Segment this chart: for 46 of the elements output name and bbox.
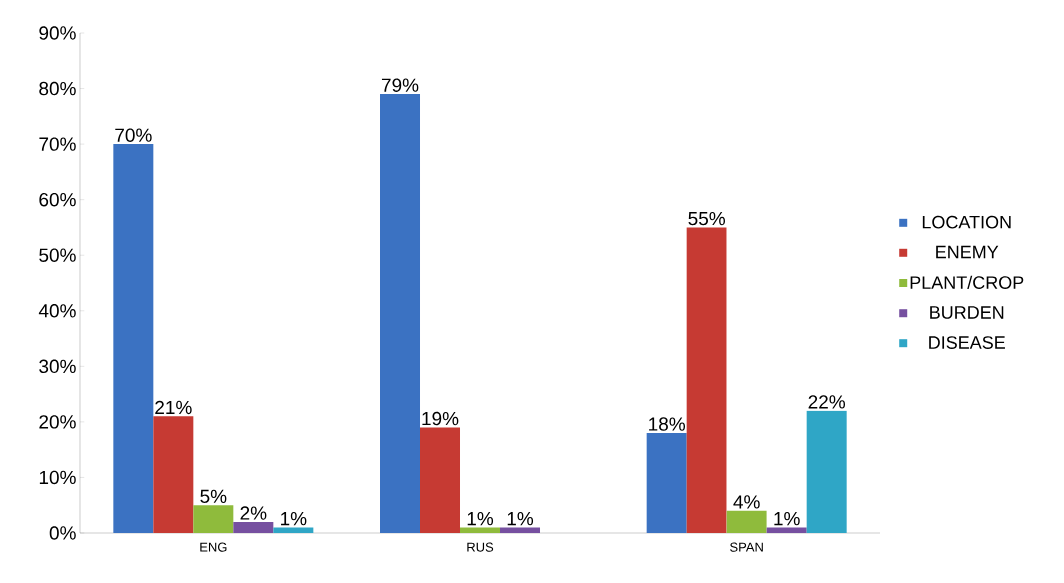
y-tick-label: 80% bbox=[39, 81, 76, 96]
bar bbox=[500, 527, 540, 533]
data-label: 18% bbox=[649, 417, 685, 431]
data-label: 22% bbox=[808, 395, 846, 409]
legend-label: BURDEN bbox=[930, 306, 1004, 319]
data-label: 19% bbox=[422, 411, 459, 426]
bar bbox=[380, 94, 420, 533]
bar bbox=[193, 505, 234, 533]
y-tick-label: 70% bbox=[39, 137, 76, 151]
x-tick-label: RUS bbox=[467, 542, 494, 552]
legend-label: DISEASE bbox=[929, 336, 1005, 349]
data-label: 4% bbox=[733, 495, 760, 509]
bar bbox=[726, 510, 767, 533]
bar bbox=[273, 527, 314, 533]
bar bbox=[766, 527, 807, 533]
y-tick-label: 10% bbox=[39, 470, 76, 485]
y-tick-label: 20% bbox=[39, 415, 76, 429]
data-label: 1% bbox=[774, 511, 800, 526]
y-tick-label: 60% bbox=[39, 192, 76, 207]
bar bbox=[153, 416, 194, 533]
bar bbox=[420, 427, 461, 533]
x-tick-label: SPAN bbox=[730, 542, 763, 552]
legend-label: ENEMY bbox=[936, 245, 999, 259]
bar bbox=[113, 144, 154, 533]
legend-label: PLANT/CROP bbox=[910, 275, 1024, 289]
data-label: 55% bbox=[688, 211, 725, 226]
bar bbox=[233, 521, 274, 533]
data-label: 70% bbox=[115, 128, 152, 142]
x-tick-label: ENG bbox=[200, 542, 227, 552]
data-label: 5% bbox=[200, 489, 227, 504]
bar bbox=[686, 227, 727, 533]
data-label: 79% bbox=[381, 78, 419, 92]
y-tick-label: 50% bbox=[39, 248, 76, 262]
y-tick-label: 30% bbox=[39, 359, 76, 374]
data-label: 1% bbox=[467, 511, 494, 526]
data-label: 21% bbox=[155, 400, 192, 415]
y-tick-label: 90% bbox=[39, 26, 76, 40]
legend-label: LOCATION bbox=[922, 215, 1011, 229]
data-label: 1% bbox=[507, 511, 534, 526]
data-label: 2% bbox=[240, 506, 267, 520]
bar bbox=[460, 527, 500, 533]
y-tick-label: 40% bbox=[38, 304, 76, 318]
y-tick-label: 0% bbox=[49, 526, 76, 540]
bar bbox=[806, 410, 847, 533]
bar bbox=[646, 433, 687, 533]
data-label: 1% bbox=[281, 511, 307, 526]
